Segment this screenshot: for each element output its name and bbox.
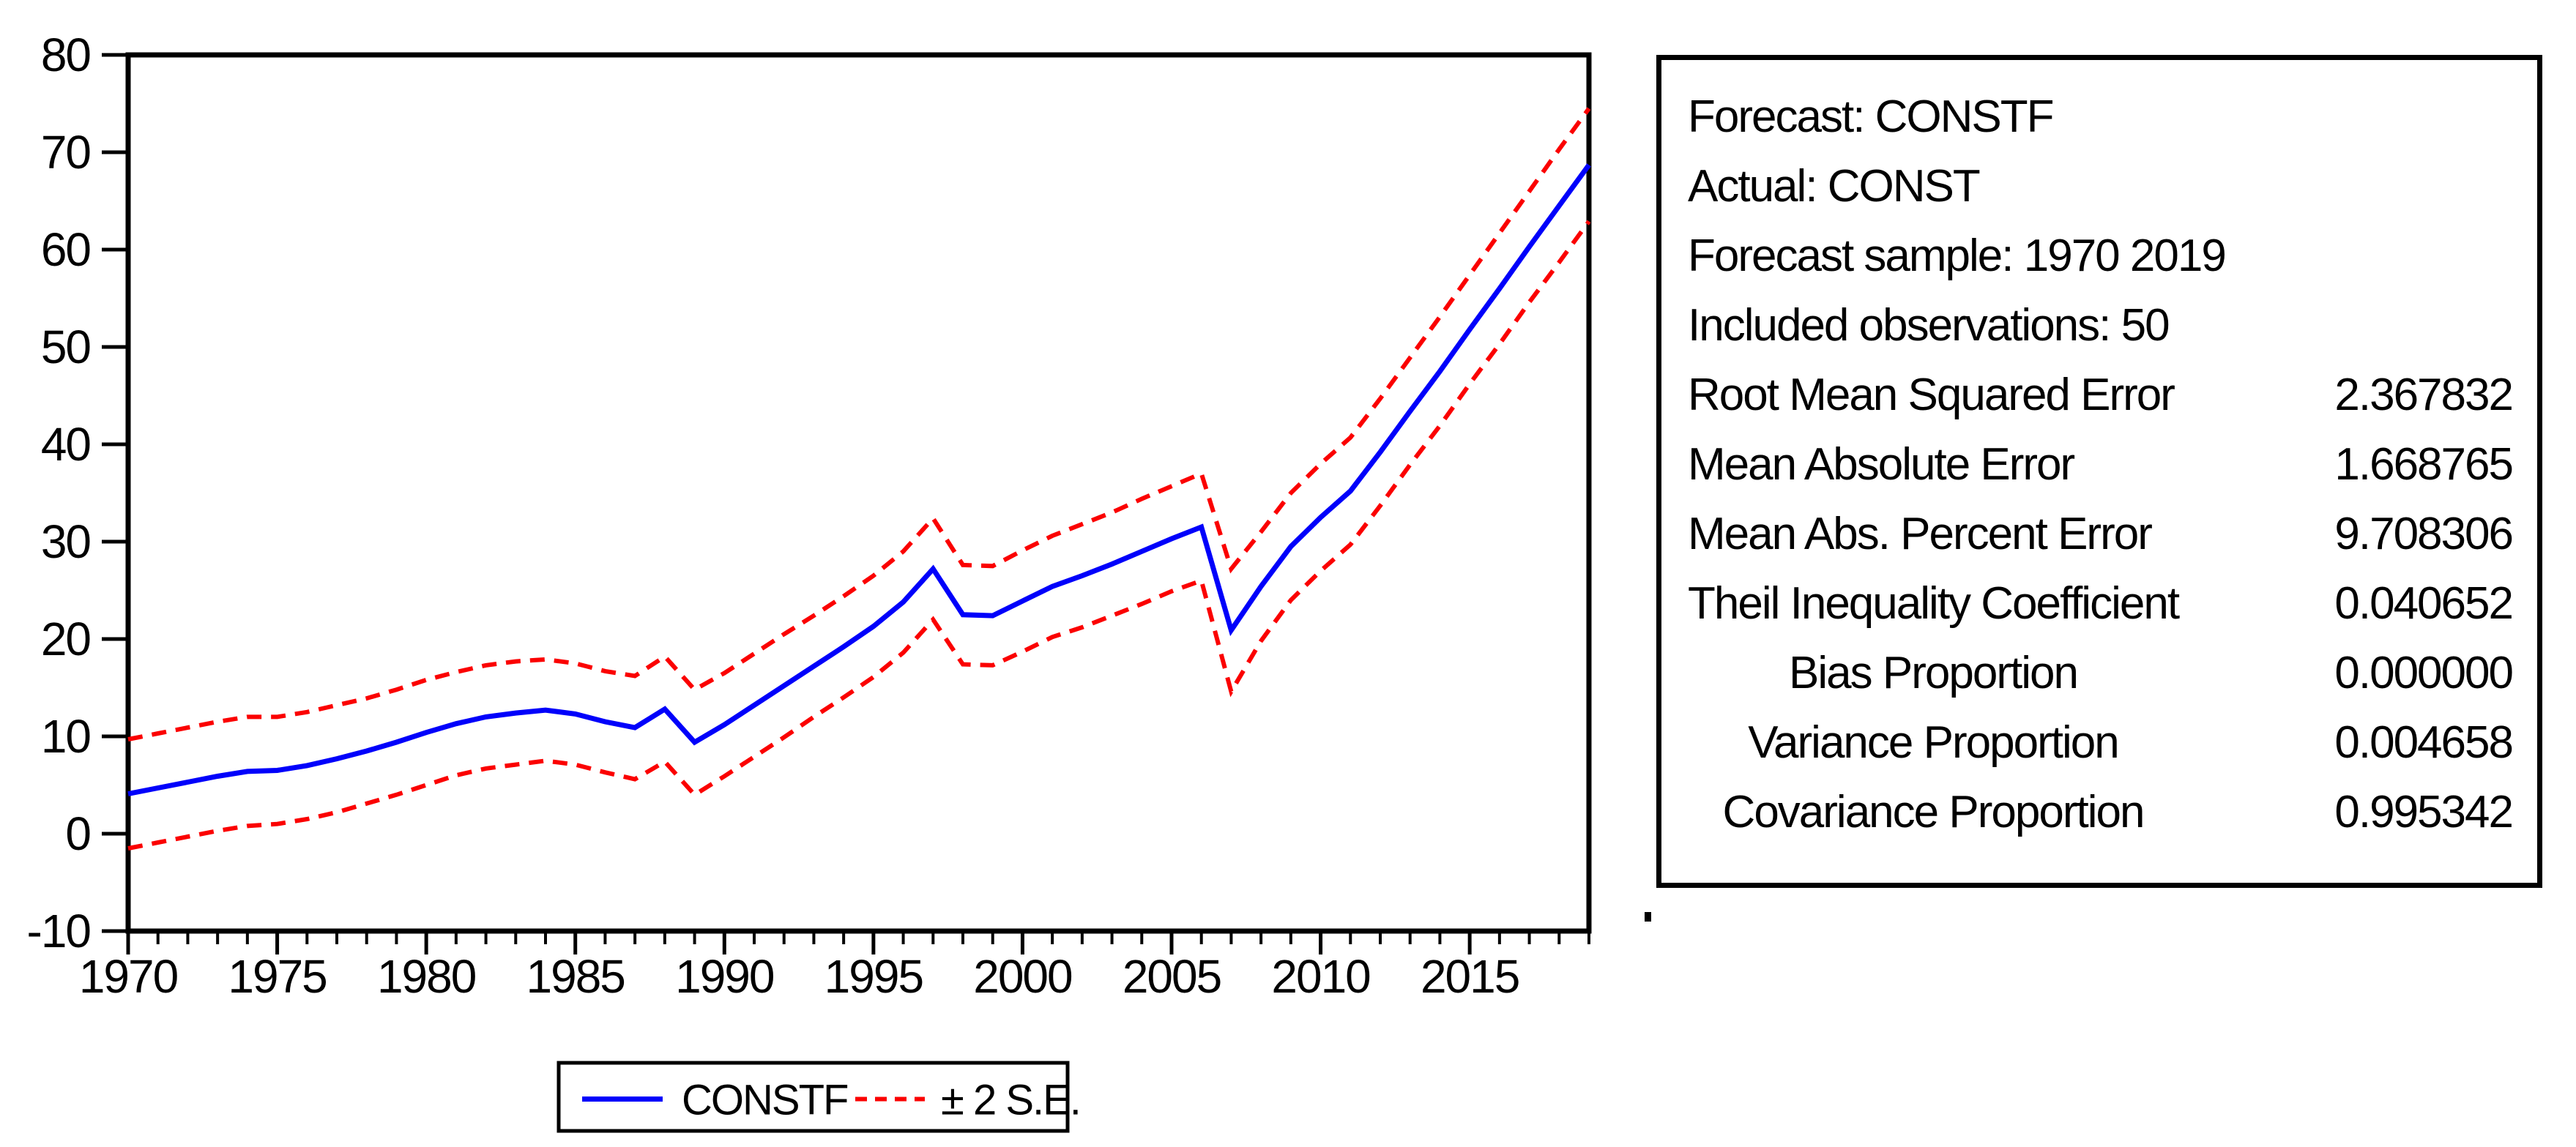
stats-row: Variance Proportion 0.004658	[1661, 708, 2537, 777]
stat-label: Mean Absolute Error	[1688, 439, 2075, 490]
stat-value: 9.708306	[2334, 509, 2514, 559]
x-axis-tick-label: 2000	[973, 950, 1072, 1003]
y-axis-tick-label: 50	[41, 321, 91, 373]
stat-label: Root Mean Squared Error	[1688, 370, 2175, 420]
y-axis-tick-label: 80	[41, 29, 91, 81]
stat-label: Variance Proportion	[1748, 717, 2119, 768]
stat-value: 2.367832	[2334, 370, 2514, 420]
y-axis-tick-label: 30	[41, 515, 91, 568]
x-axis-tick-label: 1980	[377, 950, 476, 1003]
stat-label: Bias Proportion	[1789, 648, 2079, 698]
x-axis-tick-label: 1970	[79, 950, 178, 1003]
stat-label: Actual: CONST	[1688, 161, 1981, 212]
stats-row: Mean Abs. Percent Error 9.708306	[1661, 499, 2537, 569]
stats-row: Theil Inequality Coefficient 0.040652	[1661, 569, 2537, 638]
y-axis-tick-label: 40	[41, 418, 91, 471]
stat-label: Theil Inequality Coefficient	[1688, 578, 2180, 629]
stats-row: Mean Absolute Error 1.668765	[1661, 430, 2537, 499]
lower-se-line	[127, 220, 1591, 851]
stat-value: 0.995342	[2334, 787, 2514, 837]
legend-constf-label: CONSTF	[682, 1077, 848, 1124]
legend-se-label: ± 2 S.E.	[941, 1077, 1080, 1124]
y-axis-tick-label: -10	[27, 905, 91, 957]
stats-row: Forecast sample: 1970 2019	[1661, 221, 2537, 291]
stat-value: 1.668765	[2334, 439, 2514, 490]
y-axis-tick-label: 20	[41, 613, 91, 665]
stat-value: 0.040652	[2334, 578, 2514, 629]
y-axis-tick-label: 10	[41, 710, 91, 763]
x-axis-tick-label: 1990	[675, 950, 774, 1003]
constf-line	[127, 163, 1591, 796]
y-axis-tick-label: 60	[41, 223, 91, 276]
forecast-evaluation-box: Forecast: CONSTF Actual: CONST Forecast …	[1656, 55, 2542, 888]
y-axis-tick-label: 0	[65, 807, 90, 860]
stat-label: Included observations: 50	[1688, 300, 2170, 351]
stats-row: Covariance Proportion 0.995342	[1661, 777, 2537, 847]
stats-row: Forecast: CONSTF	[1661, 82, 2537, 152]
stat-label: Forecast: CONSTF	[1688, 91, 2055, 142]
x-axis-tick-label: 1985	[526, 950, 625, 1003]
stat-value: 0.004658	[2334, 717, 2514, 768]
stats-row: Included observations: 50	[1661, 291, 2537, 360]
upper-se-line	[127, 107, 1591, 741]
x-axis-tick-label: 2015	[1421, 950, 1519, 1003]
stats-row: Root Mean Squared Error 2.367832	[1661, 360, 2537, 430]
stat-label: Covariance Proportion	[1722, 787, 2145, 837]
stat-label: Forecast sample: 1970 2019	[1688, 231, 2227, 281]
stray-dot-artifact	[1645, 912, 1651, 922]
x-axis-tick-label: 2005	[1123, 950, 1221, 1003]
stats-row: Actual: CONST	[1661, 152, 2537, 221]
x-axis-tick-label: 1995	[824, 950, 923, 1003]
stat-value: 0.000000	[2334, 648, 2514, 698]
x-axis-tick-label: 1975	[228, 950, 326, 1003]
plot-box	[125, 52, 1592, 934]
stat-label: Mean Abs. Percent Error	[1688, 509, 2153, 559]
y-axis-tick-label: 70	[41, 126, 91, 179]
stats-row: Bias Proportion 0.000000	[1661, 638, 2537, 708]
x-axis-tick-label: 2010	[1271, 950, 1370, 1003]
